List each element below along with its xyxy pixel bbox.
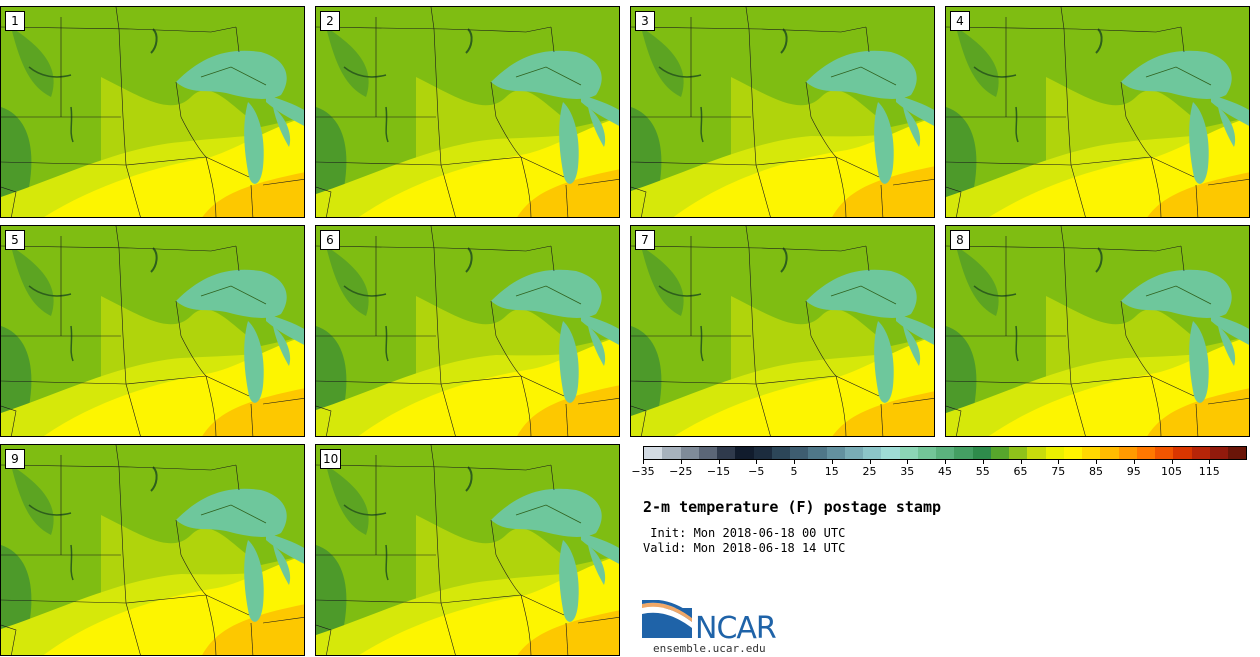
member-label: 3 — [635, 11, 655, 31]
colorbar-tick — [680, 460, 682, 464]
colorbar-tick-label: −25 — [669, 465, 693, 478]
member-label: 4 — [950, 11, 970, 31]
colorbar-tick — [1171, 460, 1173, 464]
valid-time: Valid: Mon 2018-06-18 14 UTC — [643, 541, 846, 555]
member-panel: 3 — [630, 6, 935, 218]
colorbar-tick-label: 35 — [900, 465, 915, 478]
member-panel: 1 — [0, 6, 305, 218]
colorbar-segment — [735, 447, 754, 459]
colorbar-tick — [1058, 460, 1060, 464]
colorbar-segment — [644, 447, 663, 459]
member-panel: 4 — [945, 6, 1250, 218]
colorbar-tick — [945, 460, 946, 464]
colorbar-tick-label: 95 — [1126, 465, 1141, 478]
member-label: 7 — [635, 230, 655, 250]
member-label: 5 — [5, 230, 25, 250]
colorbar-tick-label: 75 — [1051, 465, 1066, 478]
colorbar-segment — [771, 447, 790, 459]
colorbar-segment — [1136, 447, 1155, 459]
colorbar-segment — [1173, 447, 1192, 459]
colorbar-tick — [982, 460, 984, 464]
ncar-logo-icon — [642, 600, 692, 638]
member-label: 1 — [5, 11, 25, 31]
colorbar-segment — [1228, 447, 1247, 459]
member-label: 6 — [320, 230, 340, 250]
colorbar-segment — [1191, 447, 1210, 459]
colorbar-tick-label: 105 — [1161, 465, 1182, 478]
colorbar-tick — [794, 460, 795, 464]
colorbar-tick-label: 25 — [862, 465, 877, 478]
colorbar-segment — [917, 447, 936, 459]
colorbar-segment — [698, 447, 717, 459]
colorbar-segment — [808, 447, 827, 459]
member-panel: 7 — [630, 225, 935, 437]
colorbar-segment — [1082, 447, 1101, 459]
colorbar-tick — [869, 460, 871, 464]
init-time: Init: Mon 2018-06-18 00 UTC — [643, 526, 846, 540]
logo-url: ensemble.ucar.edu — [653, 642, 766, 655]
colorbar-ticks: −35 −25 −15 −5 5 15 25 35 45 55 65 75 85 95 105 115 — [631, 460, 1247, 482]
colorbar-segment — [790, 447, 809, 459]
colorbar-segment — [990, 447, 1009, 459]
colorbar-segment — [1155, 447, 1174, 459]
colorbar-tick — [1209, 460, 1211, 464]
colorbar-tick — [1096, 460, 1097, 464]
member-panel: 2 — [315, 6, 620, 218]
temperature-colorbar — [643, 446, 1247, 460]
figure-title: 2-m temperature (F) postage stamp — [643, 498, 942, 516]
colorbar-segment — [954, 447, 973, 459]
colorbar-tick — [1133, 460, 1135, 464]
colorbar-segment — [826, 447, 845, 459]
colorbar-segment — [863, 447, 882, 459]
colorbar-segment — [1045, 447, 1064, 459]
colorbar-segment — [881, 447, 900, 459]
colorbar-segment — [844, 447, 863, 459]
colorbar-segment — [972, 447, 991, 459]
colorbar-tick-label: 45 — [938, 465, 952, 478]
member-panel: 8 — [945, 225, 1250, 437]
colorbar-tick — [1020, 460, 1022, 464]
colorbar-tick — [718, 460, 720, 464]
logo-text: NCAR — [695, 611, 777, 646]
colorbar-segment — [1009, 447, 1028, 459]
colorbar-tick — [831, 460, 833, 464]
colorbar-segment — [1063, 447, 1082, 459]
colorbar-tick — [756, 460, 758, 464]
colorbar-tick-label: 85 — [1089, 465, 1103, 478]
colorbar-segment — [1100, 447, 1119, 459]
colorbar-tick-label: 65 — [1013, 465, 1028, 478]
colorbar-tick — [643, 460, 644, 464]
member-panel: 9 — [0, 444, 305, 656]
member-label: 9 — [5, 449, 25, 469]
colorbar-tick-label: −35 — [631, 465, 655, 478]
colorbar-segment — [717, 447, 736, 459]
member-panel: 5 — [0, 225, 305, 437]
colorbar-segment — [1209, 447, 1228, 459]
colorbar-segment — [1027, 447, 1046, 459]
member-label: 10 — [320, 449, 342, 469]
colorbar-tick-label: 15 — [824, 465, 839, 478]
member-panel: 10 — [315, 444, 620, 656]
colorbar-segment — [753, 447, 772, 459]
member-label: 2 — [320, 11, 340, 31]
colorbar-segment — [936, 447, 955, 459]
colorbar-tick — [907, 460, 909, 464]
colorbar-tick-label: 5 — [790, 465, 798, 478]
colorbar-tick-label: 55 — [975, 465, 990, 478]
colorbar-tick-label: −15 — [706, 465, 731, 478]
colorbar-segment — [680, 447, 699, 459]
colorbar-tick-label: −5 — [748, 465, 765, 478]
colorbar-segment — [1118, 447, 1137, 459]
member-label: 8 — [950, 230, 970, 250]
colorbar-segment — [662, 447, 681, 459]
colorbar-segment — [899, 447, 918, 459]
colorbar-tick-label: 115 — [1198, 465, 1220, 478]
member-panel: 6 — [315, 225, 620, 437]
